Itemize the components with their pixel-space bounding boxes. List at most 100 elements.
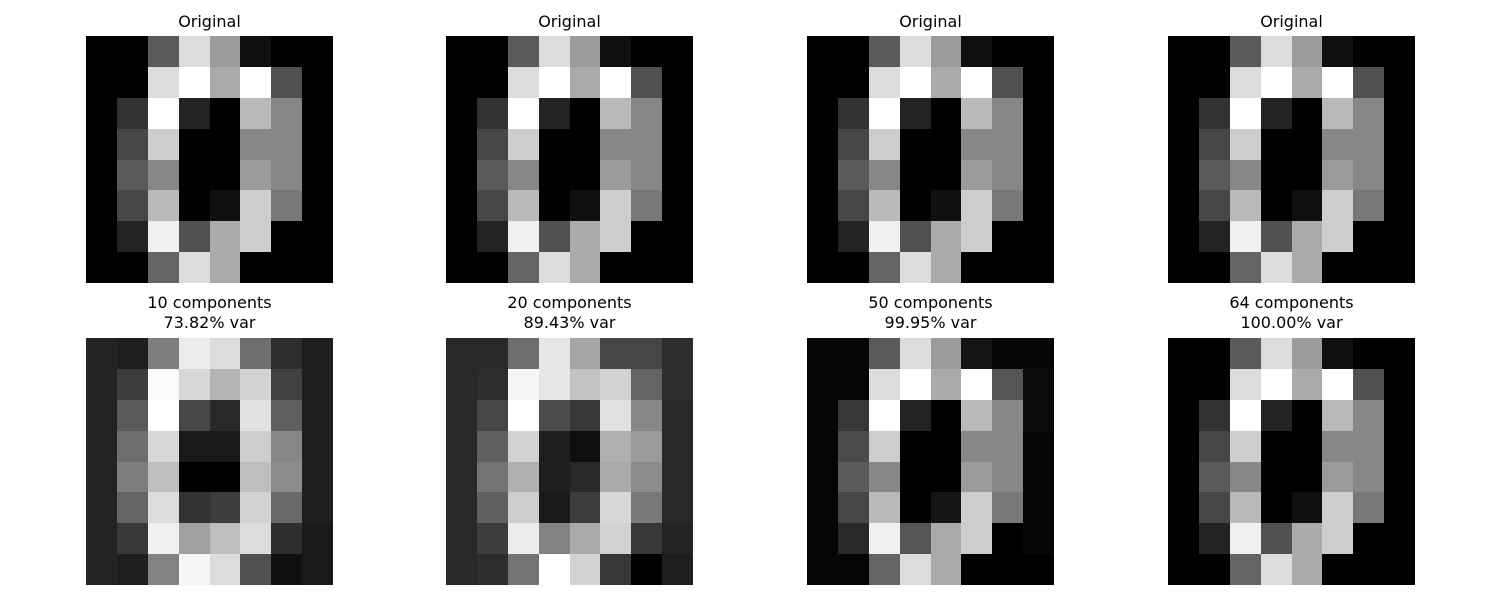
pixel-r0-c3 xyxy=(538,338,570,369)
pixel-r7-c7 xyxy=(1023,554,1054,585)
pixel-r3-c5 xyxy=(1322,430,1354,462)
pixel-r3-c0 xyxy=(446,128,477,160)
pixel-r4-c5 xyxy=(240,461,272,493)
pixel-r6-c3 xyxy=(178,523,210,555)
pixel-r2-c4 xyxy=(209,97,241,129)
title-line: 20 components xyxy=(507,293,632,312)
pixel-r5-c6 xyxy=(1353,492,1385,524)
pixel-r4-c2 xyxy=(147,159,179,191)
pixel-r2-c4 xyxy=(209,399,241,431)
pixel-r5-c3 xyxy=(899,190,931,222)
pixel-r3-c0 xyxy=(446,430,477,462)
pixel-r4-c7 xyxy=(1384,461,1415,493)
pixel-r5-c2 xyxy=(507,190,539,222)
pixel-r5-c1 xyxy=(837,190,869,222)
pixel-r5-c3 xyxy=(538,492,570,524)
pixel-r2-c4 xyxy=(569,399,601,431)
pixel-r7-c6 xyxy=(992,252,1024,283)
pixel-r0-c6 xyxy=(631,338,663,369)
panel-title: Original xyxy=(46,12,373,32)
pixel-r7-c5 xyxy=(961,252,993,283)
pixel-r6-c4 xyxy=(209,523,241,555)
pixel-r4-c6 xyxy=(631,159,663,191)
pixel-r2-c0 xyxy=(807,97,838,129)
pixel-r3-c7 xyxy=(1384,128,1415,160)
pixel-r6-c3 xyxy=(899,523,931,555)
pixel-r3-c2 xyxy=(1229,430,1261,462)
pixel-r7-c4 xyxy=(569,554,601,585)
pixel-r5-c7 xyxy=(1023,190,1054,222)
pixel-r4-c0 xyxy=(1168,461,1199,493)
pixel-r2-c1 xyxy=(116,399,148,431)
pixel-r6-c4 xyxy=(930,523,962,555)
subtitle-line: 100.00% var xyxy=(1240,313,1343,332)
subtitle-line: 99.95% var xyxy=(884,313,977,332)
pixel-r2-c6 xyxy=(631,399,663,431)
pixel-r2-c6 xyxy=(271,399,303,431)
pixel-r7-c4 xyxy=(209,554,241,585)
pixel-r0-c0 xyxy=(446,338,477,369)
pixel-r1-c3 xyxy=(538,66,570,98)
panel-original-2: Original xyxy=(446,0,693,600)
pixel-r2-c3 xyxy=(899,399,931,431)
pixel-r6-c3 xyxy=(538,221,570,253)
pixel-r5-c7 xyxy=(662,492,693,524)
pixel-r4-c4 xyxy=(209,159,241,191)
panel-reconstruction-4: 64 components 100.00% var xyxy=(1168,0,1415,600)
pixel-r4-c7 xyxy=(662,461,693,493)
pixel-r6-c5 xyxy=(240,221,272,253)
pixel-r1-c3 xyxy=(178,368,210,400)
pixel-r7-c0 xyxy=(807,554,838,585)
pixel-r4-c3 xyxy=(1260,159,1292,191)
pixel-r7-c2 xyxy=(868,554,900,585)
pixel-r1-c3 xyxy=(538,368,570,400)
pixel-r5-c4 xyxy=(209,492,241,524)
pixel-r5-c2 xyxy=(1229,190,1261,222)
pixel-r1-c7 xyxy=(302,368,333,400)
pixel-r6-c7 xyxy=(1384,221,1415,253)
pixel-r4-c6 xyxy=(271,461,303,493)
pixel-r5-c1 xyxy=(116,190,148,222)
pixel-r7-c3 xyxy=(178,252,210,283)
pixel-r3-c5 xyxy=(240,128,272,160)
pixel-r1-c0 xyxy=(86,66,117,98)
pixel-r3-c1 xyxy=(1198,430,1230,462)
title-line: 50 components xyxy=(868,293,993,312)
pixel-r0-c7 xyxy=(1023,338,1054,369)
pixel-r1-c3 xyxy=(178,66,210,98)
pixel-r0-c0 xyxy=(86,338,117,369)
pixel-r6-c4 xyxy=(930,221,962,253)
pixel-r7-c1 xyxy=(476,252,508,283)
pixel-r7-c4 xyxy=(209,252,241,283)
pixel-r3-c2 xyxy=(147,128,179,160)
pixel-r2-c7 xyxy=(1023,399,1054,431)
panel-title: Original xyxy=(1128,12,1455,32)
pixel-r1-c1 xyxy=(116,66,148,98)
pixel-r1-c5 xyxy=(1322,368,1354,400)
pixel-r5-c2 xyxy=(147,190,179,222)
pixel-r4-c5 xyxy=(600,461,632,493)
pixel-r0-c4 xyxy=(930,36,962,67)
pixel-r6-c1 xyxy=(476,523,508,555)
pixel-r0-c2 xyxy=(507,36,539,67)
pixel-r6-c3 xyxy=(899,221,931,253)
pixel-r1-c1 xyxy=(1198,66,1230,98)
pixel-r3-c0 xyxy=(1168,430,1199,462)
pixel-r4-c5 xyxy=(240,159,272,191)
pixel-r5-c0 xyxy=(807,190,838,222)
pixel-r5-c1 xyxy=(1198,190,1230,222)
pixel-r5-c3 xyxy=(178,492,210,524)
pixel-r4-c3 xyxy=(538,461,570,493)
pixel-r4-c2 xyxy=(507,461,539,493)
pixel-r3-c3 xyxy=(1260,128,1292,160)
pixel-r1-c3 xyxy=(899,368,931,400)
pixel-r7-c3 xyxy=(1260,252,1292,283)
pixel-r0-c4 xyxy=(1291,338,1323,369)
title-line: 64 components xyxy=(1229,293,1354,312)
pixel-r3-c4 xyxy=(569,430,601,462)
panel-reconstruction-2: 20 components 89.43% var xyxy=(446,0,693,600)
pixel-r1-c4 xyxy=(209,368,241,400)
pixel-r0-c3 xyxy=(899,338,931,369)
pixel-r3-c7 xyxy=(1023,430,1054,462)
pixel-r2-c5 xyxy=(961,399,993,431)
